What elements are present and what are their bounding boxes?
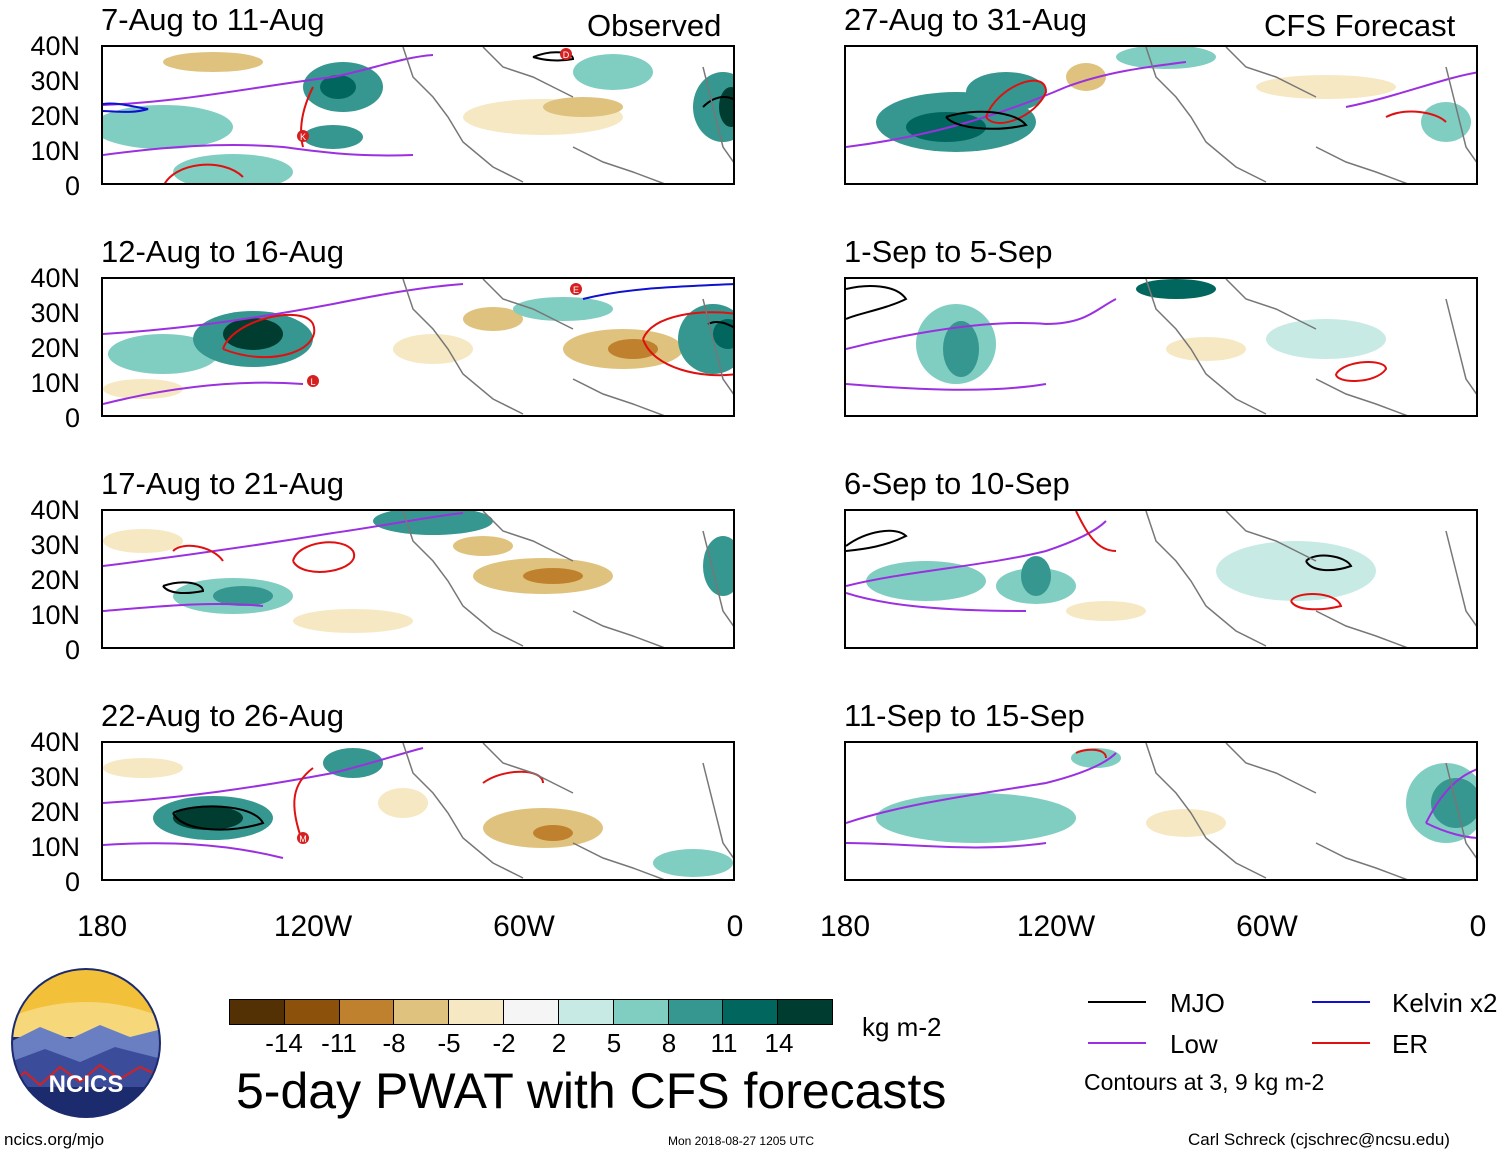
lon-tick: 120W <box>1016 910 1096 943</box>
observed-header: Observed <box>587 8 722 43</box>
colorbar-swatch <box>723 1000 779 1024</box>
panel-title: 22-Aug to 26-Aug <box>101 698 345 733</box>
svg-text:NCICS: NCICS <box>49 1071 124 1098</box>
lat-tick: 20N <box>30 333 80 363</box>
lon-tick: 180 <box>76 910 128 943</box>
colorbar-tick: 11 <box>710 1028 738 1058</box>
storm-marker: E <box>570 283 582 295</box>
figure-title: 5-day PWAT with CFS forecasts <box>236 1063 947 1119</box>
colorbar-tick: 14 <box>764 1028 794 1058</box>
colorbar-units: kg m-2 <box>862 1012 942 1042</box>
lat-tick: 30N <box>30 298 80 328</box>
lat-tick: 40N <box>30 727 80 757</box>
legend-label-kelvin: Kelvin x2 <box>1392 988 1498 1018</box>
colorbar-swatch <box>230 1000 285 1024</box>
colorbar-tick: -8 <box>382 1028 406 1058</box>
colorbar-swatch <box>558 1000 614 1024</box>
panel-title: 27-Aug to 31-Aug <box>844 2 1088 37</box>
lon-tick: 60W <box>493 910 555 943</box>
forecast-header: CFS Forecast <box>1264 8 1456 43</box>
colorbar-tick: -11 <box>321 1028 357 1058</box>
lat-tick: 30N <box>30 530 80 560</box>
legend-line-low <box>1088 1042 1146 1044</box>
legend-line-er <box>1312 1042 1370 1044</box>
svg-text:D: D <box>563 50 570 60</box>
legend-label-low: Low <box>1170 1029 1218 1059</box>
map-panel-5 <box>844 45 1478 185</box>
lat-tick: 10N <box>30 368 80 398</box>
colorbar-swatch <box>613 1000 669 1024</box>
ncics-logo: NCICS <box>10 967 162 1119</box>
colorbar <box>229 999 833 1025</box>
legend-line-kelvin <box>1312 1001 1370 1003</box>
legend-label-er: ER <box>1392 1029 1429 1059</box>
storm-marker: D <box>560 48 572 60</box>
panel-title: 6-Sep to 10-Sep <box>844 466 1070 501</box>
lon-tick: 60W <box>1236 910 1298 943</box>
contours-note: Contours at 3, 9 kg m-2 <box>1084 1069 1325 1095</box>
panel-title: 11-Sep to 15-Sep <box>844 698 1085 733</box>
colorbar-tick: -2 <box>492 1028 516 1058</box>
svg-text:M: M <box>299 834 307 844</box>
map-panel-6 <box>844 277 1478 417</box>
panel-title: 17-Aug to 21-Aug <box>101 466 345 501</box>
lat-tick: 40N <box>30 31 80 61</box>
lat-tick: 20N <box>30 797 80 827</box>
lat-tick: 10N <box>30 832 80 862</box>
map-panel-3 <box>101 509 735 649</box>
lat-tick: 0 <box>64 867 80 897</box>
svg-text:K: K <box>300 132 306 142</box>
map-panel-1: D K <box>101 45 735 185</box>
colorbar-tick: -5 <box>437 1028 461 1058</box>
colorbar-tick: 8 <box>661 1028 677 1058</box>
storm-marker: M <box>297 832 309 844</box>
lat-tick: 10N <box>30 136 80 166</box>
storm-marker: L <box>307 375 319 387</box>
lat-tick: 0 <box>64 171 80 201</box>
colorbar-swatch <box>394 1000 450 1024</box>
lat-tick: 0 <box>64 403 80 433</box>
panel-title: 12-Aug to 16-Aug <box>101 234 345 269</box>
lat-tick: 30N <box>30 762 80 792</box>
footer-timestamp: Mon 2018-08-27 1205 UTC <box>668 1134 815 1148</box>
panel-title: 7-Aug to 11-Aug <box>101 2 325 37</box>
colorbar-swatch <box>504 1000 559 1024</box>
lat-tick: 20N <box>30 565 80 595</box>
colorbar-swatch <box>339 1000 395 1024</box>
lat-tick: 0 <box>64 635 80 665</box>
lon-tick: 120W <box>273 910 353 943</box>
colorbar-swatch <box>284 1000 340 1024</box>
panel-title: 1-Sep to 5-Sep <box>844 234 1053 269</box>
colorbar-tick: -14 <box>265 1028 303 1058</box>
colorbar-swatch <box>668 1000 724 1024</box>
map-panel-2: E L <box>101 277 735 417</box>
legend-label-mjo: MJO <box>1170 988 1225 1018</box>
legend-line-mjo <box>1088 1001 1146 1003</box>
lon-tick: 0 <box>1469 910 1487 943</box>
colorbar-tick: 2 <box>551 1028 567 1058</box>
svg-text:L: L <box>310 377 315 387</box>
footer-author: Carl Schreck (cjschrec@ncsu.edu) <box>1188 1130 1450 1149</box>
footer-url: ncics.org/mjo <box>4 1130 105 1149</box>
map-panel-8 <box>844 741 1478 881</box>
lat-tick: 30N <box>30 66 80 96</box>
lat-tick: 20N <box>30 101 80 131</box>
svg-text:E: E <box>573 285 579 295</box>
lat-tick: 40N <box>30 495 80 525</box>
lat-tick: 40N <box>30 263 80 293</box>
lat-tick: 10N <box>30 600 80 630</box>
map-panel-4: M <box>101 741 735 881</box>
map-panel-7 <box>844 509 1478 649</box>
lon-tick: 180 <box>819 910 871 943</box>
colorbar-swatch <box>778 1000 832 1024</box>
lon-tick: 0 <box>726 910 744 943</box>
storm-marker: K <box>297 130 309 142</box>
colorbar-tick: 5 <box>606 1028 622 1058</box>
colorbar-swatch <box>449 1000 505 1024</box>
